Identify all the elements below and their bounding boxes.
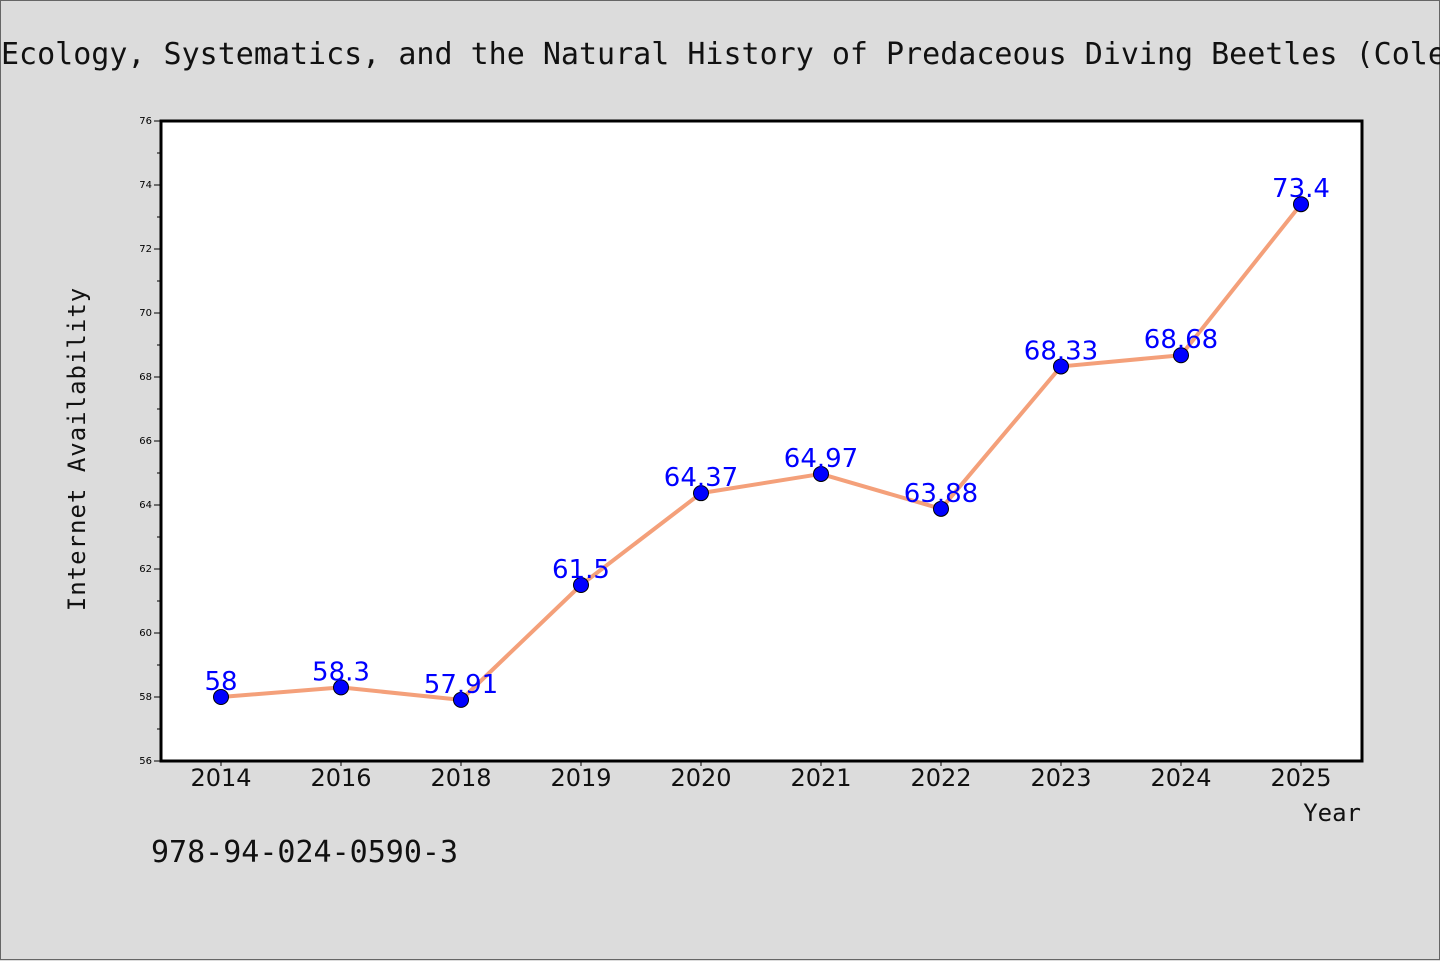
x-tick-label: 2021 xyxy=(790,764,851,792)
y-tick-label: 60 xyxy=(139,628,152,639)
data-label: 73.4 xyxy=(1272,174,1330,204)
data-point xyxy=(573,577,589,593)
x-tick-label: 2016 xyxy=(310,764,371,792)
x-axis-label: Year xyxy=(1303,799,1361,827)
x-tick-label: 2020 xyxy=(670,764,731,792)
data-point xyxy=(213,689,229,705)
data-point xyxy=(933,500,949,517)
plot-frame xyxy=(159,119,1364,763)
data-point xyxy=(693,485,709,502)
data-label: 58 xyxy=(204,667,237,697)
x-tick-label: 2025 xyxy=(1270,764,1331,792)
data-label: 64.37 xyxy=(664,463,738,493)
data-label: 64.97 xyxy=(784,444,858,474)
y-tick-label: 64 xyxy=(139,500,152,511)
x-tick-label: 2019 xyxy=(550,764,611,792)
y-tick-label: 74 xyxy=(139,180,152,191)
y-tick-label: 72 xyxy=(139,244,152,255)
data-label: 58.3 xyxy=(312,657,370,687)
data-label: 68.33 xyxy=(1024,336,1098,366)
data-point xyxy=(1173,347,1189,364)
y-tick-label: 70 xyxy=(139,308,152,319)
data-label: 68.68 xyxy=(1144,325,1218,355)
y-tick-label: 66 xyxy=(139,436,152,447)
data-point xyxy=(813,465,829,482)
data-point xyxy=(1053,358,1069,375)
data-label: 61.5 xyxy=(552,555,610,585)
isbn-text: 978-94-024-0590-3 xyxy=(151,835,459,870)
plot-area xyxy=(161,121,1362,761)
series-line xyxy=(219,202,1303,702)
y-tick-label: 62 xyxy=(139,564,152,575)
data-label: 63.88 xyxy=(904,479,978,509)
x-tick-label: 2024 xyxy=(1150,764,1211,792)
data-point xyxy=(333,679,349,696)
chart-title: Ecology, Systematics, and the Natural Hi… xyxy=(1,37,1440,72)
x-tick-label: 2018 xyxy=(430,764,491,792)
data-point xyxy=(1293,196,1309,213)
y-tick-label: 56 xyxy=(139,756,152,767)
x-tick-label: 2022 xyxy=(910,764,971,792)
y-axis-label: Internet Availability xyxy=(63,287,91,611)
x-tick-label: 2014 xyxy=(190,764,251,792)
data-point xyxy=(453,691,469,708)
y-tick-label: 68 xyxy=(139,372,152,383)
y-tick-label: 58 xyxy=(139,692,152,703)
x-tick-label: 2023 xyxy=(1030,764,1091,792)
y-tick-label: 76 xyxy=(139,116,152,127)
data-label: 57.91 xyxy=(424,670,498,700)
